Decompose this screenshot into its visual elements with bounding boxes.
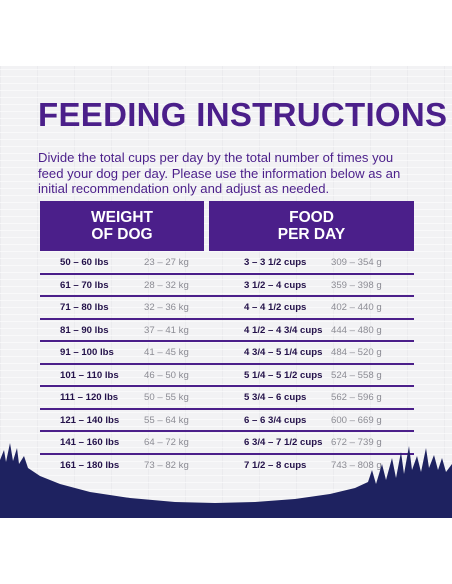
table-row: 121 – 140 lbs 55 – 64 kg 6 – 6 3/4 cups … (40, 410, 414, 432)
food-cups: 5 1/4 – 5 1/2 cups (244, 369, 323, 381)
table-row: 101 – 110 lbs 46 – 50 kg 5 1/4 – 5 1/2 c… (40, 365, 414, 387)
food-cups: 6 – 6 3/4 cups (244, 414, 307, 426)
table-row: 61 – 70 lbs 28 – 32 kg 3 1/2 – 4 cups 35… (40, 275, 414, 297)
food-grams: 402 – 440 g (331, 302, 382, 313)
weight-kg: 32 – 36 kg (144, 302, 189, 313)
weight-kg: 28 – 32 kg (144, 279, 189, 291)
weight-lbs: 91 – 100 lbs (60, 347, 114, 358)
food-cups: 4 – 4 1/2 cups (244, 302, 307, 313)
intro-text: Divide the total cups per day by the tot… (38, 150, 401, 196)
weight-lbs: 121 – 140 lbs (60, 414, 120, 426)
header-weight-line-1: WEIGHT (91, 209, 153, 226)
weight-lbs: 50 – 60 lbs (60, 257, 109, 268)
feeding-instructions-panel: FEEDING INSTRUCTIONS Divide the total cu… (0, 66, 452, 518)
table-row: 111 – 120 lbs 50 – 55 kg 5 3/4 – 6 cups … (40, 387, 414, 410)
table-row: 81 – 90 lbs 37 – 41 kg 4 1/2 – 4 3/4 cup… (40, 320, 414, 342)
weight-kg: 37 – 41 kg (144, 324, 189, 336)
food-cups: 5 3/4 – 6 cups (244, 392, 307, 403)
weight-kg: 41 – 45 kg (144, 347, 189, 358)
weight-lbs: 71 – 80 lbs (60, 302, 109, 313)
weight-lbs: 141 – 160 lbs (60, 437, 120, 448)
weight-kg: 64 – 72 kg (144, 437, 189, 448)
food-grams: 600 – 669 g (331, 414, 382, 426)
food-grams: 484 – 520 g (331, 347, 382, 358)
food-cups: 3 – 3 1/2 cups (244, 257, 307, 268)
food-cups: 4 3/4 – 5 1/4 cups (244, 347, 323, 358)
food-cups: 3 1/2 – 4 cups (244, 279, 307, 291)
table-row: 50 – 60 lbs 23 – 27 kg 3 – 3 1/2 cups 30… (40, 252, 414, 275)
header-weight-line-2: OF DOG (91, 226, 153, 243)
food-grams: 672 – 739 g (331, 437, 382, 448)
header-weight-of-dog: WEIGHT OF DOG (40, 201, 204, 251)
food-grams: 444 – 480 g (331, 324, 382, 336)
food-grams: 524 – 558 g (331, 369, 382, 381)
food-cups: 6 3/4 – 7 1/2 cups (244, 437, 323, 448)
feeding-table: 50 – 60 lbs 23 – 27 kg 3 – 3 1/2 cups 30… (40, 252, 414, 475)
food-grams: 359 – 398 g (331, 279, 382, 291)
header-food-line-1: FOOD (289, 209, 334, 226)
food-grams: 743 – 808 g (331, 459, 382, 471)
table-row: 91 – 100 lbs 41 – 45 kg 4 3/4 – 5 1/4 cu… (40, 342, 414, 365)
food-cups: 7 1/2 – 8 cups (244, 459, 307, 471)
grass-silhouette (0, 443, 452, 518)
food-grams: 309 – 354 g (331, 257, 382, 268)
weight-kg: 73 – 82 kg (144, 459, 189, 471)
weight-kg: 50 – 55 kg (144, 392, 189, 403)
weight-kg: 46 – 50 kg (144, 369, 189, 381)
table-row: 71 – 80 lbs 32 – 36 kg 4 – 4 1/2 cups 40… (40, 297, 414, 320)
table-row: 161 – 180 lbs 73 – 82 kg 7 1/2 – 8 cups … (40, 455, 414, 476)
header-food-line-2: PER DAY (277, 226, 346, 243)
weight-lbs: 161 – 180 lbs (60, 459, 120, 471)
weight-lbs: 81 – 90 lbs (60, 324, 109, 336)
food-cups: 4 1/2 – 4 3/4 cups (244, 324, 323, 336)
food-grams: 562 – 596 g (331, 392, 382, 403)
table-row: 141 – 160 lbs 64 – 72 kg 6 3/4 – 7 1/2 c… (40, 432, 414, 455)
weight-lbs: 61 – 70 lbs (60, 279, 109, 291)
weight-kg: 23 – 27 kg (144, 257, 189, 268)
weight-kg: 55 – 64 kg (144, 414, 189, 426)
header-food-per-day: FOOD PER DAY (209, 201, 414, 251)
page-title: FEEDING INSTRUCTIONS (38, 96, 448, 133)
weight-lbs: 111 – 120 lbs (60, 392, 119, 403)
weight-lbs: 101 – 110 lbs (60, 369, 119, 381)
